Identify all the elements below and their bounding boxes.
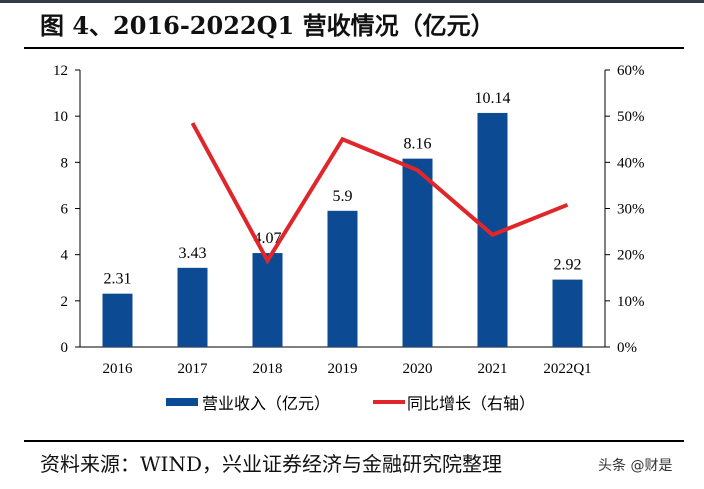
right-tick-label: 0% [617,340,637,356]
x-tick-label: 2017 [178,361,209,377]
right-tick-label: 20% [617,248,645,264]
chart: 0 2 4 6 8 10 12 0% 10% 20% 30% 40% 50% 60% 2016 2.31 201… [53,63,645,413]
x-tick-label: 2019 [328,361,358,377]
bar-data-label: 2.92 [554,257,582,274]
legend-swatch-revenue [166,398,198,406]
right-tick-label: 10% [617,294,645,310]
chart-title: 图 4、2016-2022Q1 营收情况（亿元） [40,11,495,40]
growth-line [190,122,569,265]
right-tick-label: 50% [617,109,645,125]
left-tick-label: 0 [61,340,69,356]
bar-data-label: 10.14 [475,90,511,107]
bar [102,293,133,347]
x-tick-label: 2020 [403,361,433,377]
bar [177,267,208,347]
bar-data-label: 5.9 [333,188,353,205]
legend-label-revenue: 营业收入（亿元） [202,395,330,413]
left-tick-label: 2 [61,294,69,310]
right-tick-label: 30% [617,202,645,218]
left-tick-label: 8 [61,155,69,171]
title-divider [24,47,684,49]
bar [402,158,433,347]
bar-data-label: 2.31 [104,271,132,288]
bar [327,210,358,347]
top-border [0,0,704,3]
x-tick-label: 2021 [478,361,508,377]
footer-divider [24,440,684,442]
right-tick-label: 60% [617,63,645,79]
left-tick-label: 4 [61,248,69,264]
left-tick-label: 6 [61,202,69,218]
x-tick-label: 2018 [253,361,283,377]
watermark: 头条 @财是 [598,458,673,474]
source-note: 资料来源：WIND，兴业证券经济与金融研究院整理 [40,452,502,476]
bar [252,253,283,347]
left-tick-label: 10 [53,109,68,125]
bar-data-label: 8.16 [404,136,432,153]
left-tick-label: 12 [53,63,68,79]
x-tick-label: 2022Q1 [543,361,591,377]
bar-data-label: 3.43 [179,245,207,262]
right-tick-label: 40% [617,155,645,171]
bar-data-label: 4.07 [254,230,282,247]
legend-label-growth: 同比增长（右轴） [407,395,535,413]
bar [552,279,583,347]
x-tick-label: 2016 [103,361,134,377]
